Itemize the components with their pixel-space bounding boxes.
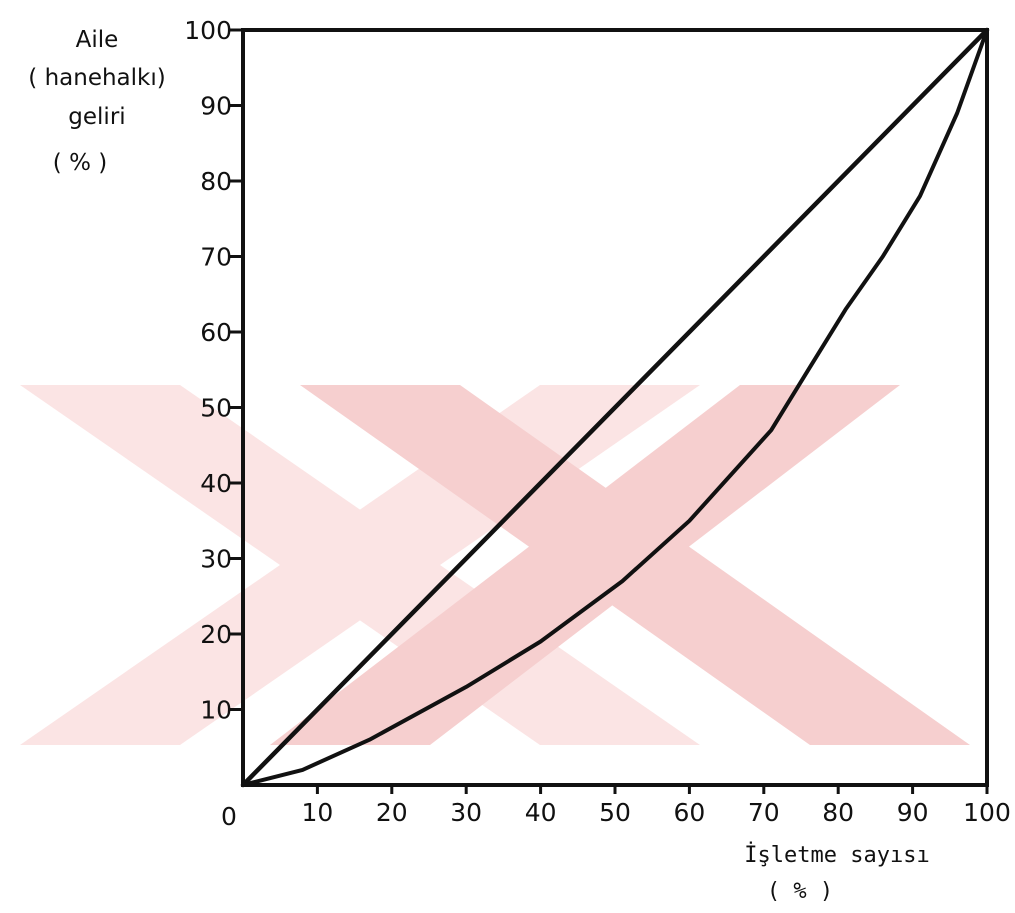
- y-axis-label-line: ( hanehalkı): [28, 65, 165, 91]
- y-axis-label: Aile ( hanehalkı) geliri ( % ): [28, 27, 165, 176]
- x-tick-label: 100: [963, 798, 1011, 827]
- series-group: [240, 27, 990, 788]
- equality-line: [240, 27, 990, 788]
- x-axis-label-line: ( % ): [767, 879, 833, 904]
- x-tick-label: 10: [301, 798, 333, 827]
- x-tick-label: 60: [673, 798, 705, 827]
- y-axis-label-line: ( % ): [53, 150, 107, 176]
- y-tick-label: 100: [184, 16, 232, 45]
- y-axis-label-line: geliri: [68, 104, 125, 130]
- x-axis-ticks: 10 20 30 40 50 60 70 80 90 100: [301, 785, 1011, 827]
- y-tick-label: 50: [200, 394, 232, 423]
- y-axis-ticks: 10 20 30 40 50 60 70 80 90 100: [184, 16, 243, 725]
- x-tick-label: 50: [599, 798, 631, 827]
- x-tick-label: 70: [748, 798, 780, 827]
- y-tick-label: 20: [200, 620, 232, 649]
- x-axis-label: İşletme sayısı ( % ): [744, 842, 929, 904]
- x-tick-label: 80: [822, 798, 854, 827]
- watermark-stroke-4: [270, 385, 900, 745]
- x-tick-label: 30: [450, 798, 482, 827]
- y-tick-label: 90: [200, 92, 232, 121]
- lorenz-curve: [241, 28, 989, 787]
- x-tick-label: 20: [376, 798, 408, 827]
- origin-label: 0: [221, 802, 237, 831]
- y-tick-label: 10: [200, 696, 232, 725]
- x-tick-label: 40: [525, 798, 557, 827]
- x-axis-label-line: İşletme sayısı: [744, 842, 929, 868]
- y-tick-label: 30: [200, 545, 232, 574]
- watermark-logo: [20, 385, 970, 745]
- y-tick-label: 60: [200, 318, 232, 347]
- x-tick-label: 90: [897, 798, 929, 827]
- y-tick-label: 70: [200, 243, 232, 272]
- y-tick-label: 40: [200, 469, 232, 498]
- y-tick-label: 80: [200, 167, 232, 196]
- y-axis-label-line: Aile: [76, 27, 119, 53]
